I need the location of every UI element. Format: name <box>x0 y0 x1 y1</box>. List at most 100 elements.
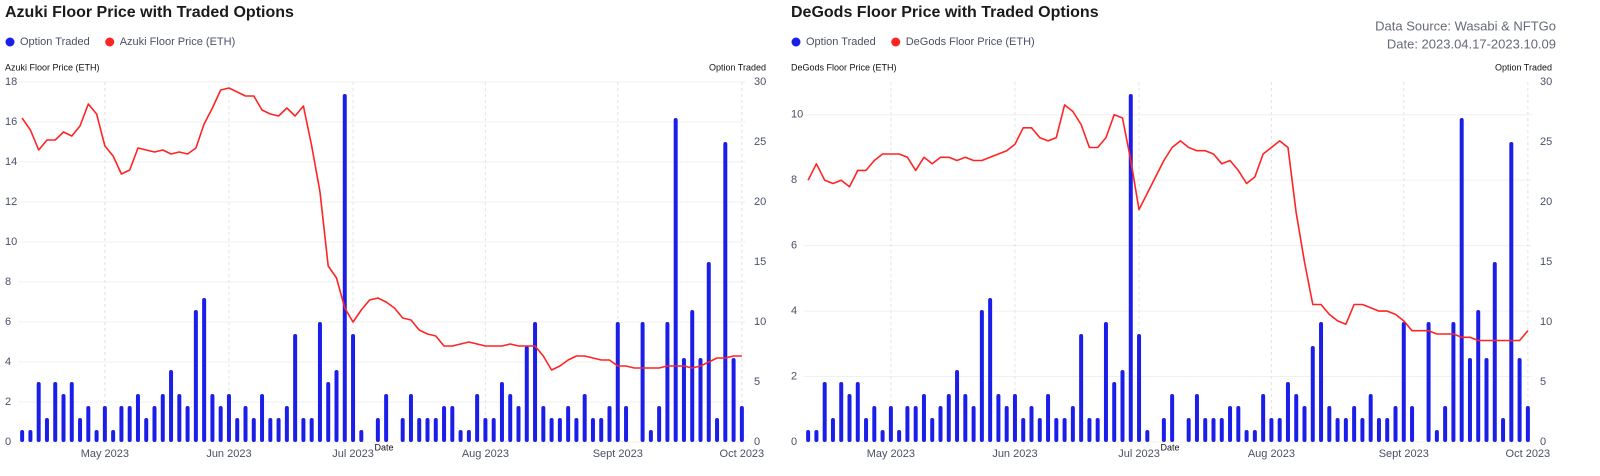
y-tick-label: 0 <box>791 436 797 448</box>
chart-title: Azuki Floor Price with Traded Options <box>5 4 294 21</box>
x-tick-label: Jun 2023 <box>992 448 1037 460</box>
bar <box>1410 406 1415 442</box>
legend-swatch <box>5 37 15 47</box>
bar <box>806 430 811 442</box>
x-tick-label: Sept 2023 <box>1379 448 1429 460</box>
bar <box>1244 430 1249 442</box>
y-axis-title: DeGods Floor Price (ETH) <box>791 62 897 72</box>
bar <box>1484 358 1489 442</box>
bar <box>822 382 827 442</box>
bar <box>839 382 844 442</box>
bar <box>905 406 910 442</box>
bar <box>78 418 83 442</box>
bar <box>1509 142 1514 442</box>
bar <box>309 418 314 442</box>
x-axis-title: Date <box>374 442 393 452</box>
bar <box>1012 394 1017 442</box>
bar <box>317 322 322 442</box>
bar <box>1492 262 1497 442</box>
bar <box>847 394 852 442</box>
bar <box>624 406 629 442</box>
bar <box>235 418 240 442</box>
y-tick-label: 10 <box>5 236 17 248</box>
bar <box>185 406 190 442</box>
bar <box>276 418 281 442</box>
bar <box>590 418 595 442</box>
bar <box>533 322 538 442</box>
bar <box>210 394 215 442</box>
bar <box>466 430 471 442</box>
bar <box>516 406 521 442</box>
bar <box>880 430 885 442</box>
y-tick-label: 4 <box>5 356 11 368</box>
bar <box>698 358 703 442</box>
bar <box>830 418 835 442</box>
y-tick-label: 6 <box>791 240 797 252</box>
bar <box>177 394 182 442</box>
bar <box>301 418 306 442</box>
bar <box>384 394 389 442</box>
bar <box>1302 406 1307 442</box>
chart-title: DeGods Floor Price with Traded Options <box>791 4 1099 21</box>
x-tick-label: Jul 2023 <box>332 448 374 460</box>
bar <box>408 394 413 442</box>
bar <box>94 430 99 442</box>
y-tick-label: 4 <box>791 305 797 317</box>
bar <box>1476 310 1481 442</box>
bar <box>1004 406 1009 442</box>
bar <box>582 394 587 442</box>
x-tick-label: Aug 2023 <box>1248 448 1295 460</box>
bar <box>615 322 620 442</box>
y2-tick-label: 20 <box>1540 196 1552 208</box>
bar <box>1459 118 1464 442</box>
bar <box>20 430 25 442</box>
bar <box>1393 406 1398 442</box>
bar <box>963 394 968 442</box>
bar <box>359 430 364 442</box>
y2-tick-label: 5 <box>1540 376 1546 388</box>
bar <box>508 394 513 442</box>
legend-label: Option Traded <box>20 36 90 48</box>
bar <box>549 418 554 442</box>
bar <box>1294 394 1299 442</box>
bar <box>351 334 356 442</box>
bar <box>284 406 289 442</box>
bar <box>1252 430 1257 442</box>
x-tick-label: Aug 2023 <box>462 448 509 460</box>
bar <box>1219 418 1224 442</box>
bar <box>243 406 248 442</box>
bar <box>706 262 711 442</box>
bar <box>326 382 331 442</box>
bar <box>930 418 935 442</box>
y2-tick-label: 0 <box>754 436 760 448</box>
bar <box>1368 394 1373 442</box>
chart-panel: Azuki Floor Price with Traded Options Opt… <box>5 4 766 460</box>
bar <box>681 358 686 442</box>
y-tick-label: 2 <box>5 396 11 408</box>
bar <box>1194 394 1199 442</box>
bar <box>44 418 49 442</box>
bar <box>574 418 579 442</box>
bar <box>864 418 869 442</box>
y2-axis-title: Option Traded <box>1495 62 1552 72</box>
bar <box>1070 406 1075 442</box>
bar <box>61 394 66 442</box>
bar <box>119 406 124 442</box>
bar <box>541 406 546 442</box>
bar <box>334 370 339 442</box>
legend-swatch <box>891 37 901 47</box>
bar <box>1145 430 1150 442</box>
bar <box>375 418 380 442</box>
bar <box>1203 418 1208 442</box>
legend-swatch <box>105 37 115 47</box>
bar <box>1120 370 1125 442</box>
bar <box>1029 406 1034 442</box>
bar <box>260 394 265 442</box>
bar <box>499 382 504 442</box>
bar <box>872 406 877 442</box>
x-tick-label: Jul 2023 <box>1118 448 1160 460</box>
bar <box>599 418 604 442</box>
bar <box>144 418 149 442</box>
bar <box>102 406 107 442</box>
